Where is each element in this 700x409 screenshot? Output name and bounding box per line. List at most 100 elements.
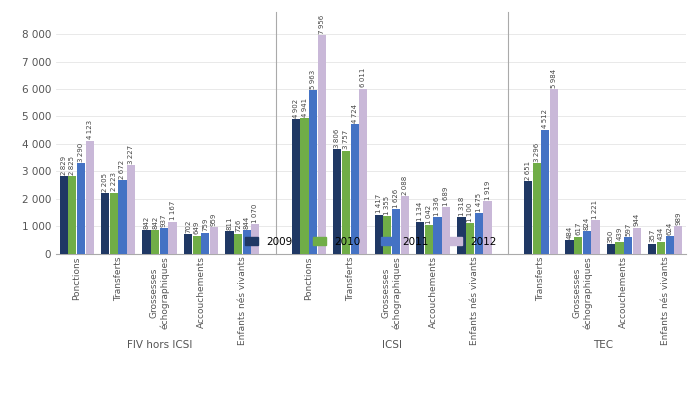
Text: 824: 824	[584, 216, 590, 229]
Text: 434: 434	[658, 227, 664, 240]
Bar	[333, 149, 342, 254]
Legend: 2009, 2010, 2011, 2012: 2009, 2010, 2011, 2012	[241, 232, 500, 251]
Bar	[210, 227, 218, 254]
Bar	[77, 163, 85, 254]
Text: 1 167: 1 167	[169, 201, 176, 220]
Bar	[550, 90, 558, 254]
Bar	[416, 222, 424, 254]
Text: FIV hors ICSI: FIV hors ICSI	[127, 340, 193, 350]
Text: 5 984: 5 984	[551, 69, 557, 88]
Text: 2 825: 2 825	[69, 156, 76, 175]
Text: 1 626: 1 626	[393, 189, 399, 208]
Bar	[442, 207, 450, 254]
Text: 3 296: 3 296	[533, 143, 540, 162]
Bar	[384, 216, 391, 254]
Bar	[648, 244, 657, 254]
Text: 357: 357	[650, 229, 655, 243]
Text: 649: 649	[194, 221, 199, 234]
Bar	[110, 193, 118, 254]
Text: 1 070: 1 070	[253, 204, 258, 223]
Text: 3 757: 3 757	[343, 130, 349, 149]
Text: 844: 844	[244, 216, 250, 229]
Bar	[234, 234, 242, 254]
Bar	[169, 222, 176, 254]
Bar	[633, 228, 641, 254]
Bar	[201, 233, 209, 254]
Text: 5 963: 5 963	[310, 70, 316, 89]
Bar	[541, 130, 550, 254]
Text: 624: 624	[666, 222, 673, 235]
Bar	[657, 242, 665, 254]
Bar	[607, 244, 615, 254]
Text: 597: 597	[625, 222, 631, 236]
Text: 702: 702	[185, 220, 191, 233]
Bar	[359, 89, 368, 254]
Bar	[624, 237, 632, 254]
Text: 959: 959	[211, 213, 217, 226]
Text: 350: 350	[608, 229, 614, 243]
Bar	[101, 193, 109, 254]
Text: 1 355: 1 355	[384, 196, 391, 215]
Bar	[582, 231, 591, 254]
Bar	[184, 234, 192, 254]
Text: 4 902: 4 902	[293, 99, 299, 118]
Bar	[674, 227, 682, 254]
Bar	[566, 240, 573, 254]
Text: 1 134: 1 134	[417, 202, 424, 221]
Text: 937: 937	[161, 213, 167, 227]
Text: 2 223: 2 223	[111, 172, 117, 191]
Bar	[484, 201, 491, 254]
Bar	[69, 176, 76, 254]
Text: TEC: TEC	[593, 340, 613, 350]
Text: 4 123: 4 123	[87, 120, 92, 139]
Bar	[466, 223, 475, 254]
Bar	[374, 215, 383, 254]
Bar	[400, 196, 409, 254]
Text: 759: 759	[202, 218, 209, 231]
Text: 617: 617	[575, 222, 581, 235]
Bar	[309, 90, 317, 254]
Text: 1 919: 1 919	[484, 180, 491, 200]
Bar	[225, 231, 234, 254]
Text: 439: 439	[617, 227, 622, 240]
Bar	[243, 230, 251, 254]
Bar	[425, 225, 433, 254]
Text: 1 417: 1 417	[376, 194, 382, 213]
Text: 1 042: 1 042	[426, 204, 432, 224]
Text: 2 829: 2 829	[61, 155, 66, 175]
Bar	[292, 119, 300, 254]
Text: 2 651: 2 651	[525, 160, 531, 180]
Text: 1 475: 1 475	[476, 193, 482, 212]
Text: 2 205: 2 205	[102, 173, 108, 192]
Text: 1 318: 1 318	[458, 197, 465, 216]
Bar	[524, 181, 532, 254]
Bar	[533, 163, 541, 254]
Bar	[118, 180, 127, 254]
Text: ICSI: ICSI	[382, 340, 402, 350]
Bar	[433, 217, 442, 254]
Bar	[351, 124, 358, 254]
Bar	[160, 228, 168, 254]
Text: 484: 484	[566, 226, 573, 239]
Text: 1 100: 1 100	[467, 203, 473, 222]
Bar	[251, 224, 260, 254]
Text: 1 221: 1 221	[592, 200, 598, 219]
Text: 3 290: 3 290	[78, 143, 84, 162]
Text: 726: 726	[235, 219, 241, 232]
Bar	[193, 236, 201, 254]
Text: 1 336: 1 336	[435, 196, 440, 216]
Bar	[615, 242, 624, 254]
Bar	[475, 213, 483, 254]
Text: 6 011: 6 011	[360, 68, 366, 88]
Bar	[151, 231, 160, 254]
Bar	[342, 151, 350, 254]
Text: 4 724: 4 724	[351, 103, 358, 123]
Text: 4 512: 4 512	[542, 110, 548, 128]
Text: 4 941: 4 941	[302, 98, 307, 117]
Text: 3 806: 3 806	[335, 128, 340, 148]
Bar	[127, 165, 135, 254]
Bar	[392, 209, 400, 254]
Bar	[318, 36, 326, 254]
Bar	[143, 231, 150, 254]
Text: 3 227: 3 227	[128, 145, 134, 164]
